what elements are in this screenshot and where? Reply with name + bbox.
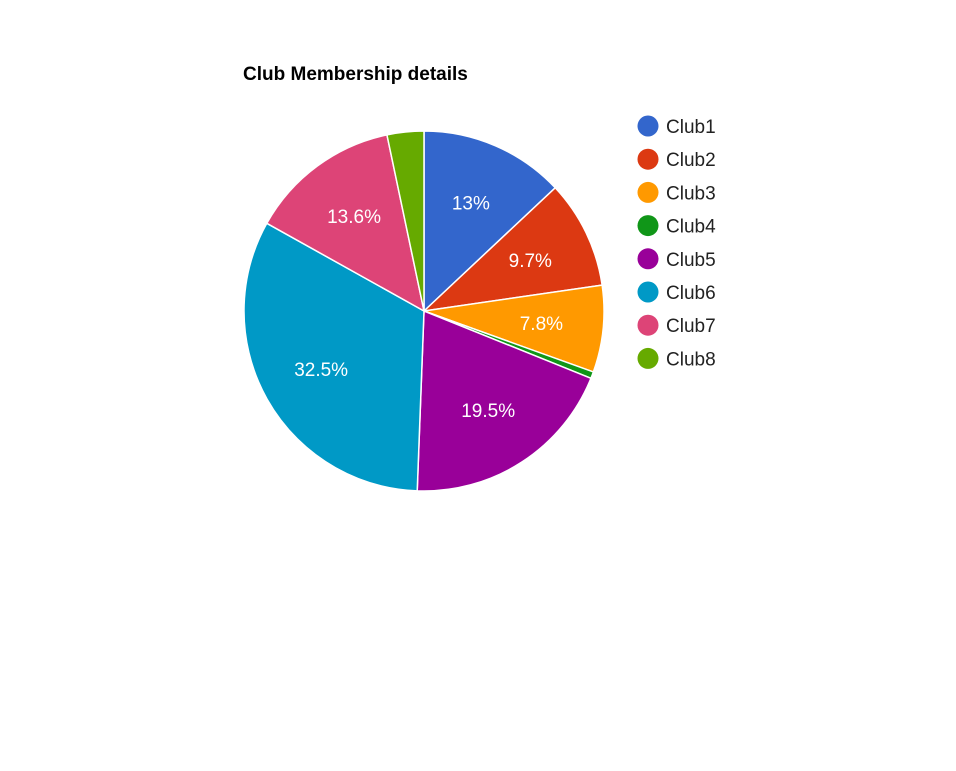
slice-label-club5: 19.5% xyxy=(461,401,515,422)
legend-item-club6[interactable]: Club6 xyxy=(637,281,716,305)
legend-item-club8[interactable]: Club8 xyxy=(637,347,716,371)
legend-item-club2[interactable]: Club2 xyxy=(637,148,716,172)
legend-swatch xyxy=(637,281,659,303)
pie-slice-club6[interactable] xyxy=(243,222,425,492)
slice-label-club6: 32.5% xyxy=(294,360,348,381)
legend-label: Club7 xyxy=(666,316,716,337)
legend-label: Club8 xyxy=(666,349,716,370)
legend-label: Club2 xyxy=(666,150,716,171)
slice-label-club1: 13% xyxy=(452,194,490,215)
slice-label-club7: 13.6% xyxy=(327,207,381,228)
legend-label: Club5 xyxy=(666,250,716,271)
pie-slice-club8[interactable] xyxy=(386,130,425,312)
legend-item-club7[interactable]: Club7 xyxy=(637,314,716,338)
legend-item-club3[interactable]: Club3 xyxy=(637,181,716,205)
legend-swatch xyxy=(637,181,659,203)
pie-slice-club2[interactable] xyxy=(421,186,603,313)
legend-item-club1[interactable]: Club1 xyxy=(637,115,716,139)
legend-label: Club4 xyxy=(666,217,716,238)
pie-slice-labels: 13% 9.7% 7.8% 19.5% 32.5% 13.6% xyxy=(294,194,563,422)
legend-swatch xyxy=(637,115,659,137)
legend-label: Club1 xyxy=(666,117,716,138)
slice-label-club3: 7.8% xyxy=(520,314,563,335)
chart-title: Club Membership details xyxy=(243,64,468,85)
legend-label: Club6 xyxy=(666,283,716,304)
legend-swatch xyxy=(637,148,659,170)
legend-swatch xyxy=(637,215,659,237)
legend-item-club5[interactable]: Club5 xyxy=(637,248,716,271)
legend: Club1 Club2 Club3 Club4 Club5 Club6 Club7 Club8 xyxy=(637,115,717,371)
legend-swatch xyxy=(637,347,659,369)
pie-slice-club1[interactable] xyxy=(423,130,557,313)
pie-slices xyxy=(243,130,605,492)
legend-swatch xyxy=(637,248,659,270)
legend-item-club4[interactable]: Club4 xyxy=(637,215,717,238)
pie-slice-club5[interactable] xyxy=(416,309,592,492)
slice-label-club2: 9.7% xyxy=(509,251,552,272)
legend-label: Club3 xyxy=(666,183,716,204)
pie-slice-club7[interactable] xyxy=(265,133,426,313)
legend-swatch xyxy=(637,314,659,336)
